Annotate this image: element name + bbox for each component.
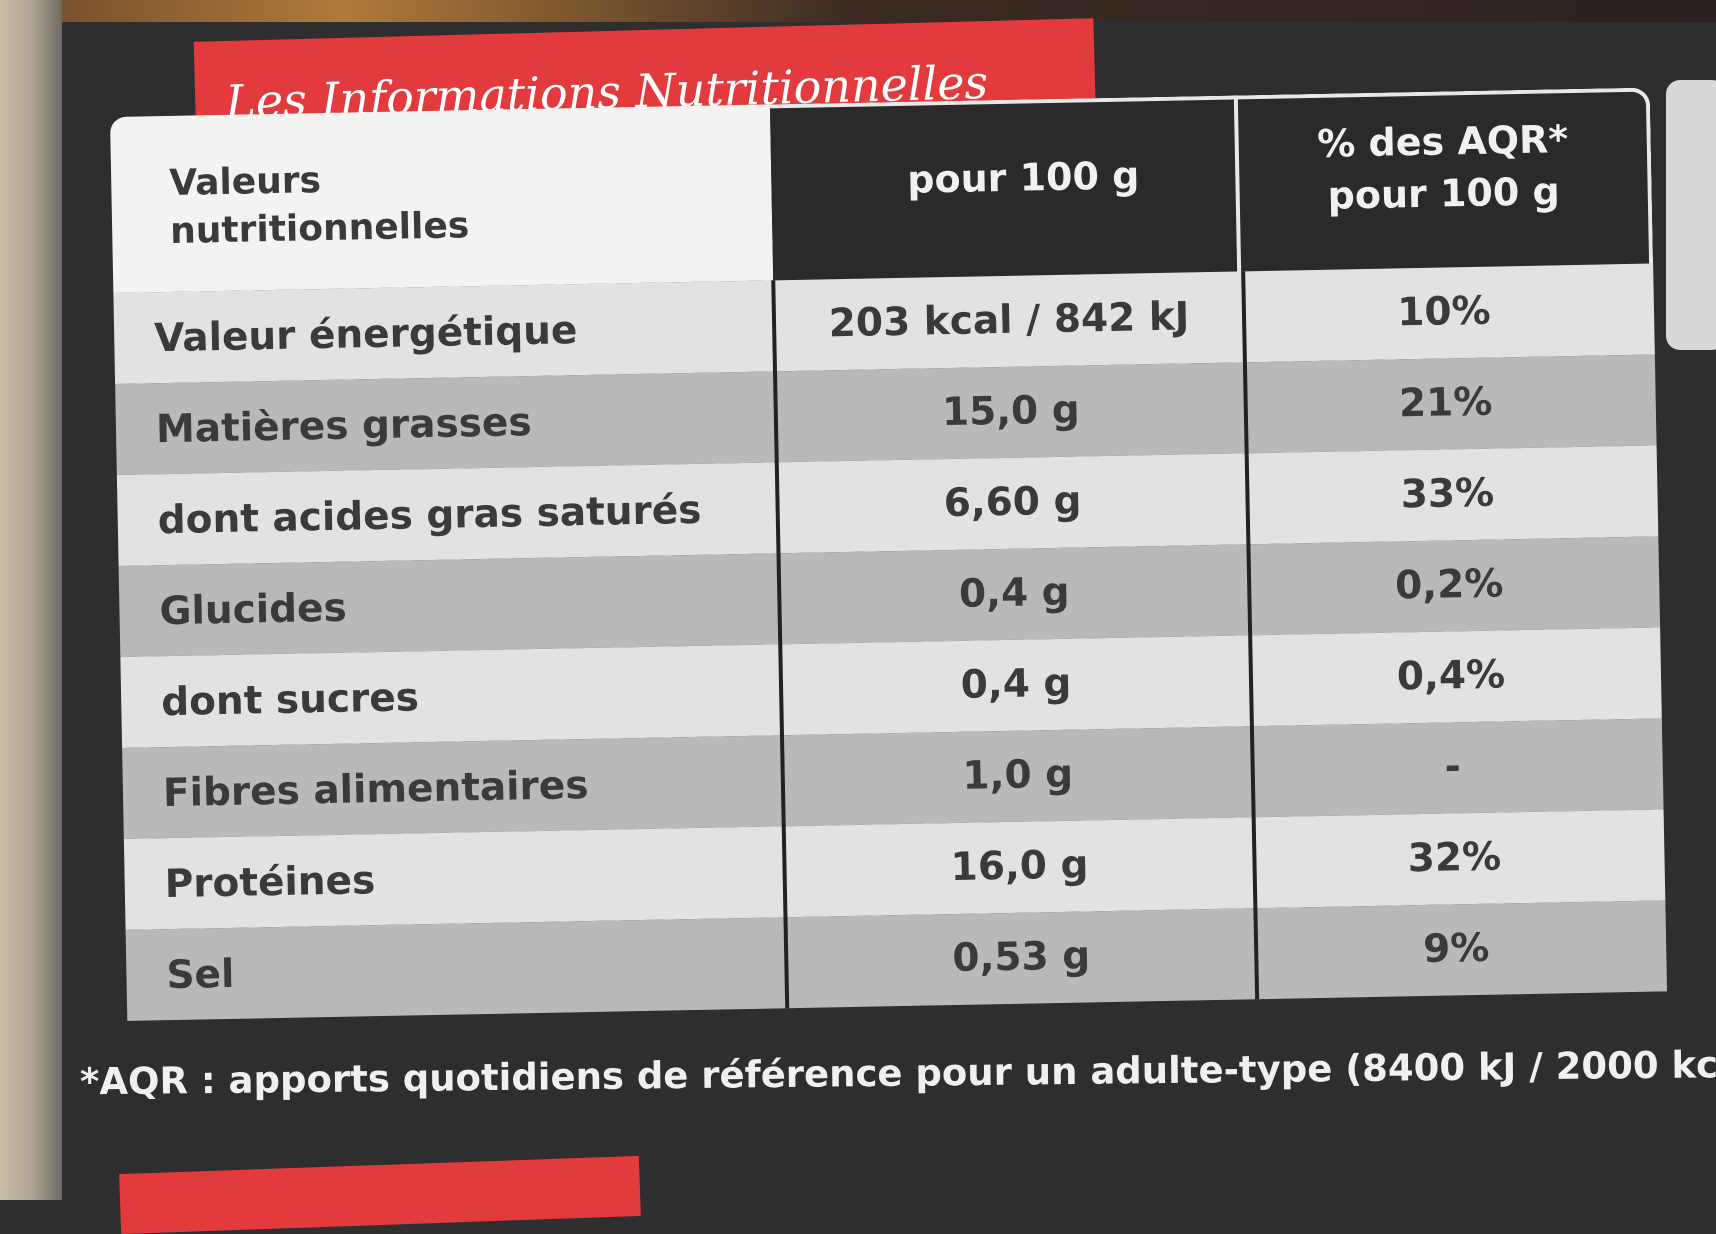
nutrient-value: 6,60 g <box>943 478 1082 527</box>
nutrient-value: 1,0 g <box>962 751 1074 799</box>
nutrient-value: 0,4 g <box>960 660 1072 708</box>
header-aqr: % des AQR* pour 100 g <box>1242 112 1644 224</box>
nutrient-aqr: 0,2% <box>1394 561 1504 609</box>
nutrient-aqr: 0,4% <box>1396 652 1506 700</box>
header-aqr-line1: % des AQR* <box>1316 117 1569 166</box>
nutrient-name: Fibres alimentaires <box>162 763 589 817</box>
nutrient-aqr: 33% <box>1400 470 1495 518</box>
nutrient-name: Matières grasses <box>155 400 532 453</box>
nutrient-aqr: - <box>1444 744 1462 790</box>
nutrient-name: Sel <box>166 951 235 999</box>
nutrient-name: Protéines <box>164 858 376 908</box>
nutrient-value: 0,53 g <box>952 933 1091 982</box>
nutrition-rows: Valeur énergétique 203 kcal / 842 kJ 10%… <box>113 263 1668 1021</box>
header-label: Valeurs nutritionnelles <box>168 160 470 252</box>
nutrient-value: 203 kcal / 842 kJ <box>828 294 1190 347</box>
nutrition-table: Valeurs nutritionnelles pour 100 g % des… <box>62 87 1691 1042</box>
nutrient-aqr: 32% <box>1407 834 1502 882</box>
nutrient-value: 0,4 g <box>958 569 1071 617</box>
nutrient-name: Valeur énergétique <box>153 308 578 362</box>
header-aqr-line2: pour 100 g <box>1327 169 1561 218</box>
header-label-cell: Valeurs nutritionnelles <box>109 104 774 294</box>
background-strip-top <box>0 0 1716 22</box>
nutrient-aqr: 21% <box>1398 379 1493 427</box>
side-card <box>1666 80 1716 350</box>
nutrient-value: 15,0 g <box>941 387 1081 436</box>
nutrient-name: dont sucres <box>160 675 420 726</box>
nutrient-aqr: 10% <box>1396 288 1492 336</box>
nutrient-value: 16,0 g <box>950 842 1089 891</box>
nutrient-name: Glucides <box>159 585 348 635</box>
nutrient-name: dont acides gras saturés <box>157 487 702 544</box>
background-strip-left <box>0 0 62 1200</box>
nutrient-aqr: 9% <box>1422 925 1490 973</box>
header-per-100g: pour 100 g <box>906 153 1140 202</box>
